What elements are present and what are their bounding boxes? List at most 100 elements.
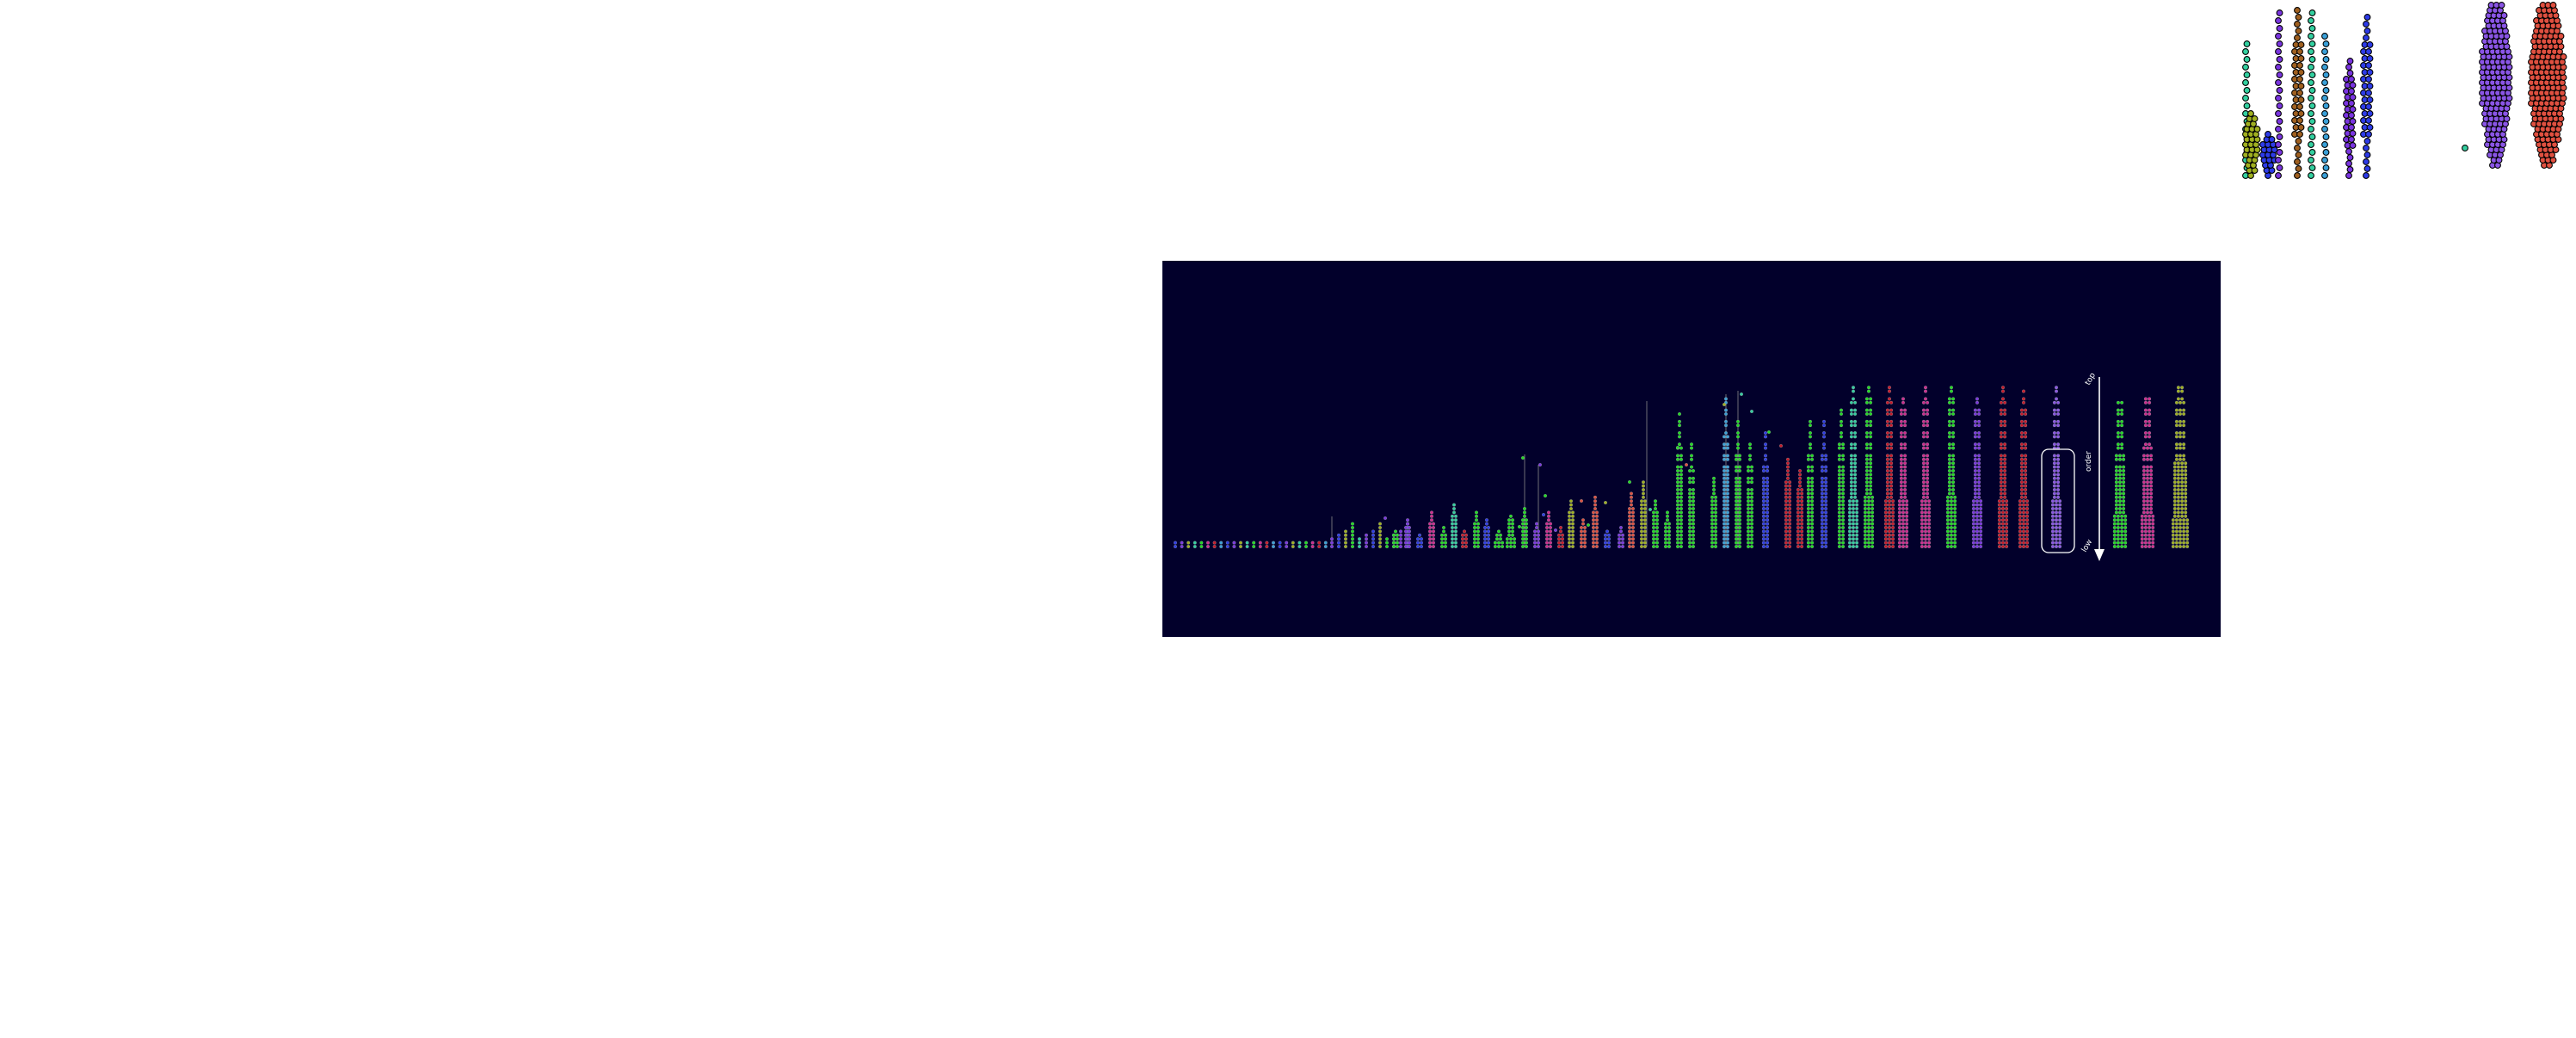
panel-node xyxy=(2019,488,2024,491)
panel-node xyxy=(2180,469,2185,473)
panel-node xyxy=(2025,522,2030,526)
panel-node xyxy=(1688,514,1692,518)
panel-node xyxy=(1889,400,1894,405)
panel-node xyxy=(1824,488,1828,491)
panel-node xyxy=(1841,545,1846,548)
panel-node xyxy=(1688,491,1692,496)
panel-node xyxy=(1975,510,1979,515)
panel-node xyxy=(1997,522,2001,526)
panel-node xyxy=(1580,533,1583,537)
panel-node xyxy=(1664,533,1667,537)
panel-node xyxy=(2174,533,2179,537)
panel-node xyxy=(1192,545,1197,548)
panel-node xyxy=(1679,529,1683,534)
panel-node xyxy=(1726,507,1729,510)
panel-node xyxy=(1688,529,1692,534)
panel-node xyxy=(1476,526,1480,529)
panel-node xyxy=(2180,514,2185,518)
outlier-node xyxy=(1521,456,1525,460)
cluster-node xyxy=(2348,100,2355,107)
panel-node xyxy=(1824,469,1828,473)
panel-node xyxy=(1796,545,1800,548)
cluster-node xyxy=(2366,83,2374,90)
panel-node xyxy=(1444,541,1447,545)
panel-node xyxy=(2052,480,2056,485)
panel-node xyxy=(1330,537,1334,541)
panel-node xyxy=(1869,400,1873,405)
panel-node xyxy=(1870,507,1875,510)
panel-node xyxy=(2174,400,2179,405)
panel-node xyxy=(2174,537,2179,541)
panel-node xyxy=(1927,510,1932,515)
panel-node xyxy=(1979,526,1983,529)
panel-node xyxy=(1571,518,1575,522)
panel-node xyxy=(1761,507,1766,510)
panel-node xyxy=(1786,465,1790,469)
panel-node xyxy=(1847,514,1852,518)
panel-node xyxy=(2179,435,2182,439)
panel-node xyxy=(1595,533,1599,537)
panel-node xyxy=(1820,484,1824,488)
panel-node xyxy=(2114,454,2118,458)
panel-node xyxy=(2005,541,2009,545)
panel-node xyxy=(1847,522,1852,526)
panel-node xyxy=(1863,514,1867,518)
panel-node xyxy=(1523,507,1526,510)
panel-node xyxy=(2149,499,2154,504)
panel-node xyxy=(2025,499,2030,504)
panel-node xyxy=(1864,423,1869,428)
panel-node xyxy=(1676,488,1679,491)
panel-node xyxy=(2056,465,2061,469)
panel-node xyxy=(1869,465,1873,469)
panel-node xyxy=(1951,400,1956,405)
panel-node xyxy=(1735,491,1738,496)
panel-node xyxy=(1999,412,2003,416)
cluster-node xyxy=(2308,126,2314,133)
panel-node xyxy=(1853,491,1858,496)
panel-node xyxy=(1692,545,1695,548)
panel-node xyxy=(1927,537,1932,541)
panel-node xyxy=(2182,537,2186,541)
panel-node xyxy=(2123,518,2128,522)
panel-node xyxy=(1750,545,1753,548)
panel-node xyxy=(1798,473,1802,477)
panel-node xyxy=(1406,522,1409,526)
panel-node xyxy=(1810,488,1815,491)
panel-node xyxy=(2179,431,2182,435)
panel-node xyxy=(1999,442,2003,447)
panel-node xyxy=(1796,495,1800,499)
panel-node xyxy=(1924,518,1927,522)
panel-node xyxy=(1885,488,1889,491)
panel-node xyxy=(1507,533,1511,537)
panel-node xyxy=(1855,503,1859,507)
panel-node xyxy=(1950,510,1953,515)
panel-node xyxy=(1869,484,1873,488)
panel-node xyxy=(1853,454,1858,458)
panel-node xyxy=(1820,518,1824,522)
panel-node xyxy=(2058,510,2062,515)
panel-node xyxy=(2143,431,2148,435)
panel-node xyxy=(2151,545,2155,548)
panel-node xyxy=(2148,408,2152,412)
panel-node xyxy=(1899,461,1903,466)
panel-node xyxy=(1583,541,1587,545)
highlight-box xyxy=(2041,448,2075,553)
panel-node xyxy=(1631,533,1635,537)
panel-node xyxy=(1487,526,1490,529)
panel-node xyxy=(1950,522,1953,526)
panel-node xyxy=(1722,537,1726,541)
panel-node xyxy=(1921,431,1926,435)
panel-node xyxy=(1525,533,1528,537)
panel-node xyxy=(2182,457,2186,461)
panel-node xyxy=(1640,533,1643,537)
panel-node xyxy=(1726,518,1729,522)
panel-node xyxy=(1975,518,1979,522)
panel-node xyxy=(1476,522,1480,526)
panel-node xyxy=(1999,476,2003,480)
panel-node xyxy=(1511,522,1514,526)
panel-node xyxy=(1714,518,1717,522)
panel-node xyxy=(1766,495,1770,499)
panel-node xyxy=(1977,431,1981,435)
panel-node xyxy=(1926,423,1930,428)
panel-node xyxy=(2050,522,2055,526)
